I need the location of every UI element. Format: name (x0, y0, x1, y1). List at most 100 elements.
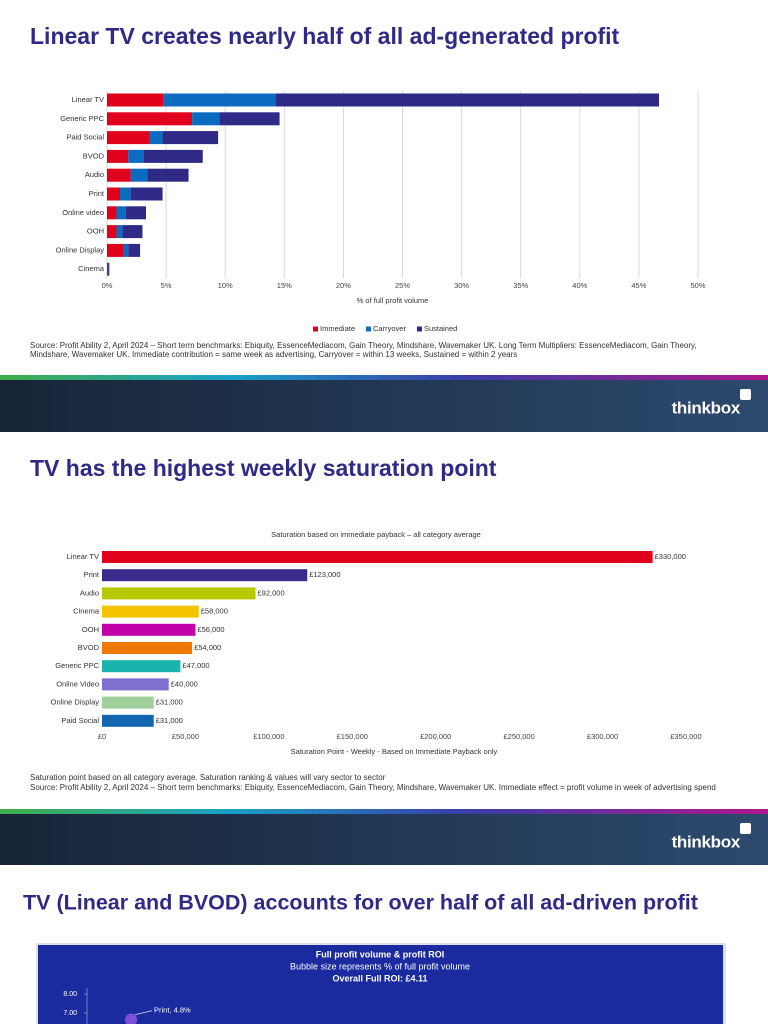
category-label: Online Display (51, 698, 100, 707)
category-label: Generic PPC (60, 114, 104, 123)
bar-segment (192, 112, 220, 126)
category-label: BVOD (83, 151, 105, 160)
bar-segment (130, 187, 163, 201)
bar (102, 660, 181, 673)
value-label: £31,000 (156, 716, 183, 725)
chart-title: Full profit volume & profit ROI (316, 949, 445, 959)
category-label: OOH (82, 625, 99, 634)
category-label: Online Video (56, 679, 99, 688)
logo: thinkbox (672, 398, 741, 417)
bar-segment (107, 206, 117, 220)
bar-segment (219, 112, 280, 126)
bar (102, 569, 308, 582)
category-label: Audio (80, 588, 99, 597)
bar-segment (143, 149, 203, 163)
x-tick-label: £0 (98, 732, 106, 741)
bar-segment (149, 131, 163, 145)
source-note: Mindshare, Wavemaker UK. Immediate contr… (30, 350, 517, 359)
x-tick-label: £100,000 (253, 732, 284, 741)
bar-segment (122, 225, 143, 239)
bar-segment (107, 93, 164, 107)
bar-segment (107, 225, 117, 239)
x-tick-label: £250,000 (503, 732, 534, 741)
bar (102, 678, 169, 691)
category-label: Print (89, 189, 105, 198)
slide-title: Linear TV creates nearly half of all ad-… (30, 23, 620, 49)
bar-segment (125, 206, 147, 220)
x-tick-label: 10% (218, 281, 233, 290)
x-tick-label: 40% (572, 281, 587, 290)
value-label: £123,000 (309, 570, 340, 579)
x-tick-label: 0% (102, 281, 113, 290)
logo-icon (740, 389, 751, 400)
category-label: Generic PPC (55, 661, 99, 670)
x-tick-label: £50,000 (172, 732, 199, 741)
category-label: Linear TV (67, 552, 99, 561)
category-label: BVOD (78, 643, 100, 652)
legend-swatch (366, 326, 372, 332)
category-label: Online Display (56, 245, 105, 254)
bar-segment (107, 187, 121, 201)
category-label: Paid Social (66, 133, 104, 142)
value-label: £92,000 (258, 588, 285, 597)
value-label: £47,000 (182, 661, 209, 670)
x-tick-label: 15% (277, 281, 292, 290)
footer-band (0, 814, 768, 865)
bar (102, 623, 196, 636)
bar-segment (107, 149, 129, 163)
footer-band (0, 380, 768, 432)
y-tick-label: 7.00 (63, 1010, 77, 1017)
x-axis-label: % of full profit volume (357, 296, 429, 305)
category-label: Linear TV (72, 95, 104, 104)
bar-segment (116, 206, 126, 220)
bubble (124, 1013, 138, 1024)
bar-segment (163, 93, 277, 107)
bar-segment (162, 131, 219, 145)
x-tick-label: 30% (454, 281, 469, 290)
bar (102, 696, 154, 709)
bar-segment (128, 243, 141, 257)
annotation: Overall Full ROI: £4.11 (332, 973, 427, 983)
slide-title: TV (Linear and BVOD) accounts for over h… (23, 891, 698, 915)
x-tick-label: 5% (161, 281, 172, 290)
x-tick-label: £150,000 (337, 732, 368, 741)
stripe (0, 809, 768, 814)
bubble-label: Print, 4.8% (154, 1006, 191, 1015)
bar-segment (108, 262, 110, 276)
chart-panel (38, 945, 723, 1024)
source-note: Saturation point based on all category a… (30, 773, 386, 782)
logo: thinkbox (672, 832, 741, 851)
value-label: £56,000 (197, 625, 224, 634)
bubble-chart: Full profit volume & profit ROI Bubble si… (36, 943, 726, 1024)
bar-segment (107, 131, 150, 145)
bar (102, 714, 154, 727)
value-label: £40,000 (171, 679, 198, 688)
chart-title: Saturation based on immediate payback – … (271, 530, 481, 539)
bar-segment (107, 262, 109, 276)
value-label: £54,000 (194, 643, 221, 652)
legend-label: Immediate (320, 324, 355, 333)
y-tick-label: 8.00 (63, 991, 77, 998)
x-tick-label: 35% (513, 281, 528, 290)
bar-segment (120, 187, 131, 201)
category-label: Audio (85, 170, 104, 179)
bar (102, 587, 256, 600)
x-tick-label: £300,000 (587, 732, 618, 741)
category-label: Paid Social (61, 716, 99, 725)
category-label: Cinema (78, 264, 105, 273)
x-tick-label: 50% (690, 281, 705, 290)
bar-segment (130, 168, 148, 182)
category-label: Cinema (73, 607, 100, 616)
source-note: Source: Profit Ability 2, April 2024 – S… (30, 341, 697, 350)
stripe (0, 375, 768, 380)
logo-icon (740, 823, 751, 834)
leader-line (134, 1010, 153, 1015)
value-label: £330,000 (655, 552, 686, 561)
bar-segment (116, 225, 123, 239)
legend-swatch (416, 326, 422, 332)
category-label: Online video (62, 208, 104, 217)
source-note: Source: Profit Ability 2, April 2024 – S… (30, 783, 716, 792)
bar-segment (107, 112, 193, 126)
